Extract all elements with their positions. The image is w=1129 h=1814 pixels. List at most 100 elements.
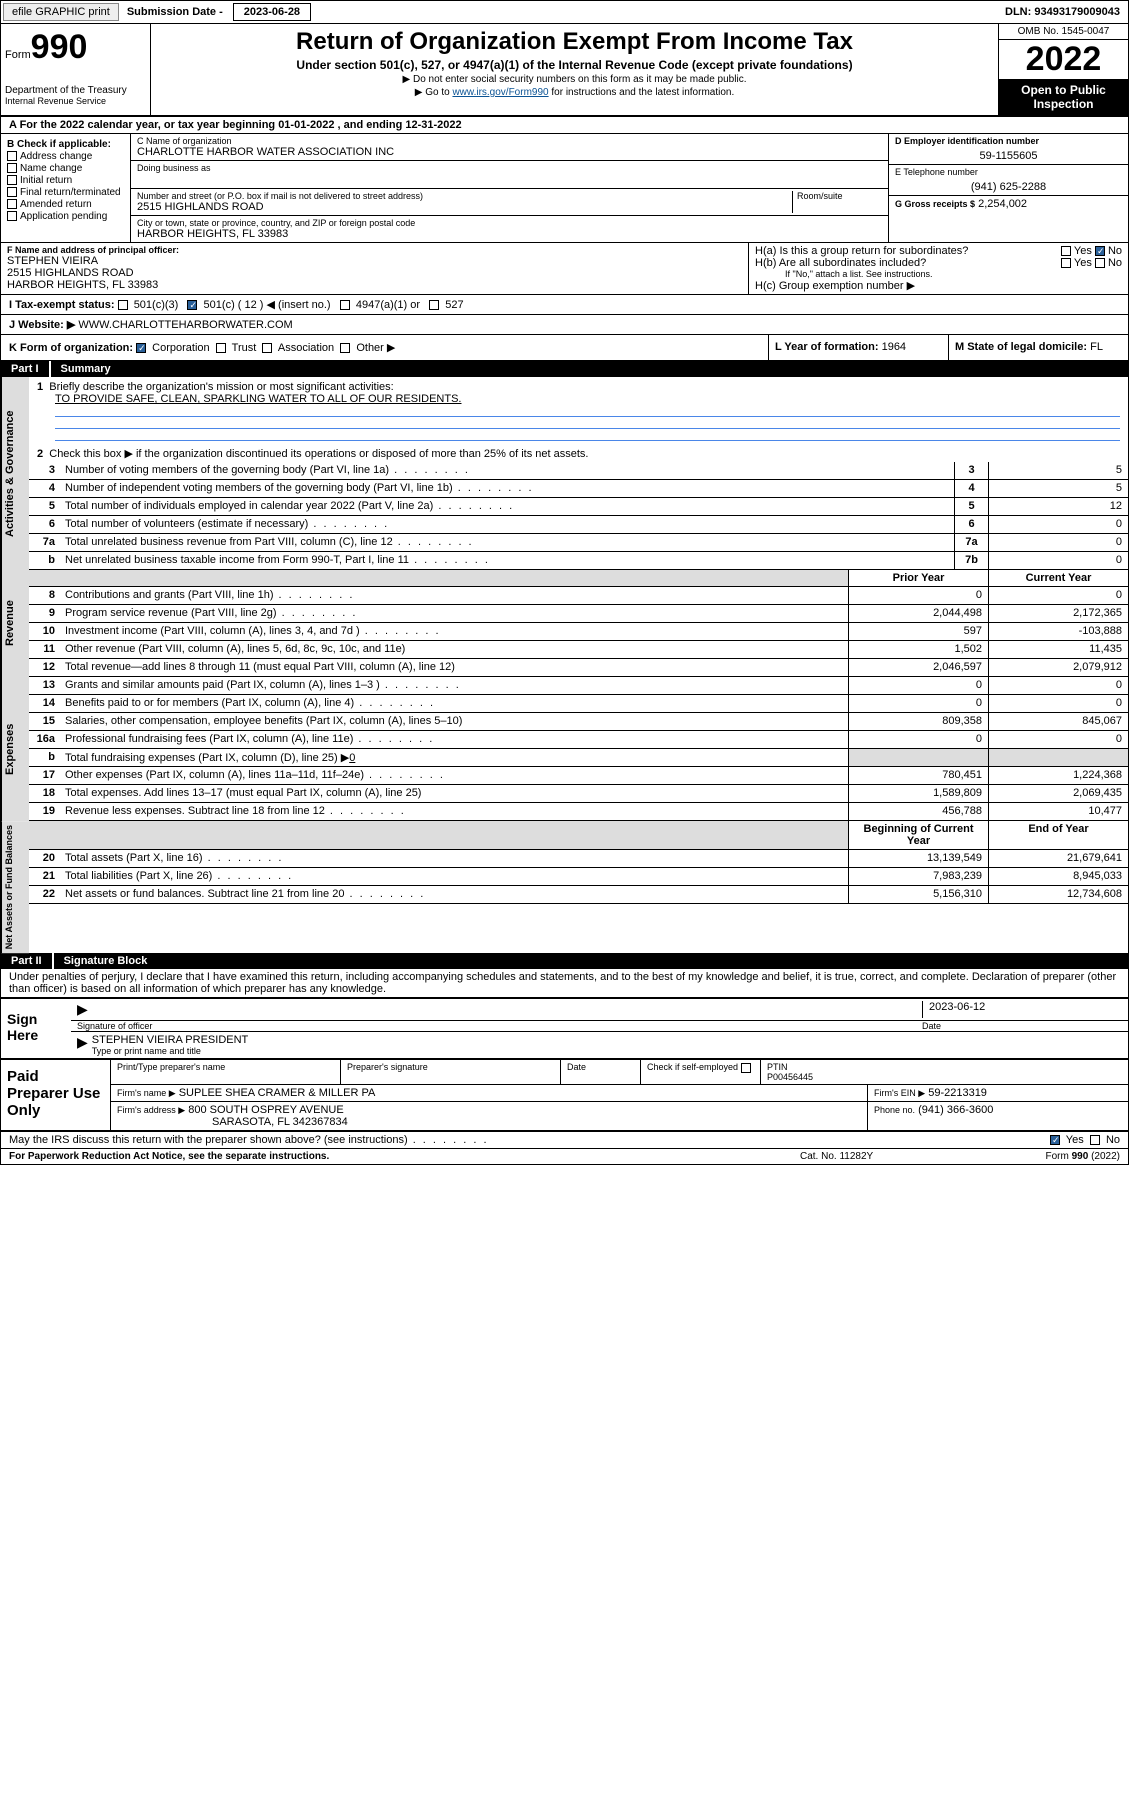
block-d: D Employer identification number 59-1155… [889,134,1128,165]
txt: Professional fundraising fees (Part IX, … [61,731,848,748]
checkbox-icon[interactable] [118,300,128,310]
phone-label: Phone no. [874,1105,915,1115]
line-6: 6Total number of volunteers (estimate if… [29,516,1128,534]
line-19: 19Revenue less expenses. Subtract line 1… [29,803,1128,821]
checkbox-icon[interactable] [216,343,226,353]
ln: 16a [29,731,61,748]
prior: 0 [848,677,988,694]
ha-text: H(a) Is this a group return for subordin… [755,245,968,257]
inst2-post: for instructions and the latest informat… [549,87,735,98]
gross-value: 2,254,002 [978,198,1027,210]
txt: Program service revenue (Part VIII, line… [61,605,848,622]
checkbox-checked-icon[interactable] [136,343,146,353]
b-item: Initial return [20,175,72,186]
tax-year: 2022 [999,40,1128,79]
prep-sig-hdr: Preparer's signature [341,1060,561,1084]
checkbox-checked-icon[interactable] [1050,1135,1060,1145]
checkbox-icon[interactable] [1061,258,1071,268]
ln: 22 [29,886,61,903]
c-addr-row: Number and street (or P.O. box if mail i… [131,189,888,216]
checkbox-icon[interactable] [7,163,17,173]
city-state-zip: HARBOR HEIGHTS, FL 33983 [137,228,882,240]
txt: Benefits paid to or for members (Part IX… [61,695,848,712]
ln: 19 [29,803,61,820]
l1-text: Briefly describe the organization's miss… [49,381,393,393]
line-21: 21Total liabilities (Part X, line 26)7,9… [29,868,1128,886]
l-val: 1964 [882,341,906,353]
blank-line [55,405,1120,417]
ag-body: 1 Briefly describe the organization's mi… [29,377,1128,570]
no-label: No [1106,1134,1120,1146]
perjury-text: Under penalties of perjury, I declare th… [1,969,1128,997]
prep-row-3: Firm's address ▶ 800 SOUTH OSPREY AVENUE… [111,1102,1128,1130]
officer-name: STEPHEN VIEIRA [7,255,742,267]
sig-name-row: ▶ STEPHEN VIEIRA PRESIDENT Type or print… [71,1032,1128,1058]
sig-date-row: ▶ 2023-06-12 [71,999,1128,1021]
rev-body: Prior YearCurrent Year 8Contributions an… [29,570,1128,677]
block-l: L Year of formation: 1964 [768,335,948,360]
checkbox-icon[interactable] [1061,246,1071,256]
l4-text: Number of independent voting members of … [61,480,954,497]
beg: 5,156,310 [848,886,988,903]
curr: 2,079,912 [988,659,1128,676]
k-opt: Corporation [152,342,209,354]
prior: 1,502 [848,641,988,658]
curr: 0 [988,677,1128,694]
form-page: efile GRAPHIC print Submission Date - 20… [0,0,1129,1165]
line-j: J Website: ▶ WWW.CHARLOTTEHARBORWATER.CO… [1,315,1128,335]
irs-label: Internal Revenue Service [5,96,146,106]
form-number: Form990 [5,28,146,67]
checkbox-icon[interactable] [7,151,17,161]
checkbox-icon[interactable] [1090,1135,1100,1145]
checkbox-icon[interactable] [7,187,17,197]
checkbox-icon[interactable] [7,211,17,221]
ln2: 2 [37,448,43,460]
top-bar: efile GRAPHIC print Submission Date - 20… [1,1,1128,24]
sig-officer-label: Signature of officer [77,1021,922,1031]
l-label: L Year of formation: [775,341,879,353]
grey [848,749,988,766]
ln: 6 [29,516,61,533]
c-dba-row: Doing business as [131,161,888,189]
irs-link[interactable]: www.irs.gov/Form990 [452,87,548,98]
instruction-1: ▶ Do not enter social security numbers o… [159,74,990,85]
i-opt: 4947(a)(1) or [356,299,420,311]
checkbox-icon[interactable] [741,1063,751,1073]
checkbox-checked-icon[interactable] [1095,246,1105,256]
b-item: Name change [20,163,82,174]
checkbox-icon[interactable] [340,343,350,353]
checkbox-icon[interactable] [1095,258,1105,268]
sign-right: ▶ 2023-06-12 Signature of officer Date ▶… [71,999,1128,1058]
form-header: Form990 Department of the Treasury Inter… [1,24,1128,117]
j-label: J Website: ▶ [9,319,75,331]
omb-number: OMB No. 1545-0047 [999,24,1128,40]
checkbox-icon[interactable] [340,300,350,310]
k-opt: Trust [232,342,257,354]
city-label: City or town, state or province, country… [137,218,882,228]
checkbox-checked-icon[interactable] [187,300,197,310]
preparer-label: Paid Preparer Use Only [1,1060,111,1130]
k-opt: Other ▶ [356,342,395,354]
checkbox-icon[interactable] [262,343,272,353]
phone-cell: Phone no. (941) 366-3600 [868,1102,1128,1130]
prior: 809,358 [848,713,988,730]
l2-text: Check this box ▶ if the organization dis… [49,448,588,460]
end: 21,679,641 [988,850,1128,867]
checkbox-icon[interactable] [7,175,17,185]
prep-check: Check if self-employed [641,1060,761,1084]
firm-name: SUPLEE SHEA CRAMER & MILLER PA [179,1087,376,1099]
part-1-title: Summary [51,361,121,377]
checkbox-icon[interactable] [429,300,439,310]
efile-print-button[interactable]: efile GRAPHIC print [3,3,119,21]
ln: 8 [29,587,61,604]
ln: b [29,552,61,569]
sig-name-block: STEPHEN VIEIRA PRESIDENT Type or print n… [92,1034,248,1056]
prior: 2,044,498 [848,605,988,622]
curr: 11,435 [988,641,1128,658]
txt: Other expenses (Part IX, column (A), lin… [61,767,848,784]
arrow-icon: ▶ [77,1034,88,1056]
activities-governance: Activities & Governance 1 Briefly descri… [1,377,1128,570]
checkbox-icon[interactable] [7,199,17,209]
phone-label: E Telephone number [895,167,1122,177]
box: 6 [954,516,988,533]
